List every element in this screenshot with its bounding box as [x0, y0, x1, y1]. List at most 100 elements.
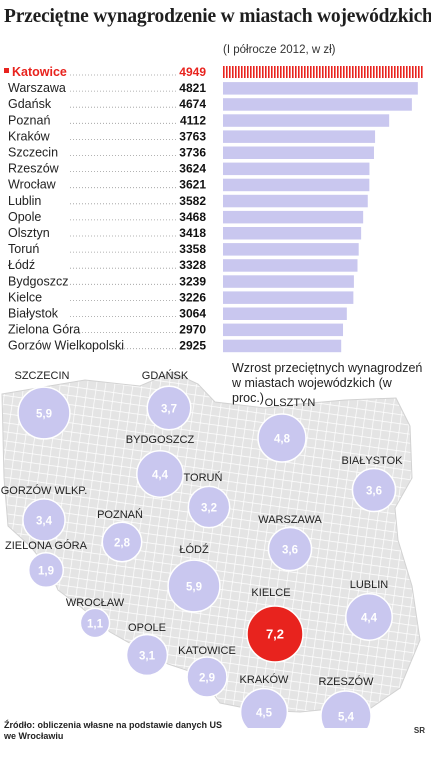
bar-stripe: [361, 66, 363, 78]
bar-stripe: [421, 66, 423, 78]
bubble: [101, 521, 143, 563]
bar-stripe: [256, 66, 258, 78]
bar-stripe: [352, 66, 354, 78]
bar-stripe: [253, 66, 255, 78]
bar: [223, 130, 376, 143]
bar-stripe: [379, 66, 381, 78]
bubble: [267, 526, 313, 572]
city-bubble-group: 2,9 KATOWICE: [178, 645, 236, 698]
bar-stripe: [298, 66, 300, 78]
bar-value-label: 4949: [179, 65, 206, 79]
bar-stripe: [400, 66, 402, 78]
bubble-value-label: 2,9: [199, 673, 215, 685]
city-bubble-group: 4,4 BYDGOSZCZ: [126, 434, 195, 498]
bar-value-label: 3736: [179, 146, 206, 160]
bar: [223, 210, 364, 224]
city-bubble-group: 5,9 ŁÓDŹ: [167, 543, 221, 613]
wage-bar-chart: Katowice 4949 Warszawa 4821 Gdańsk 4674 Poznań…: [4, 65, 423, 353]
city-label: LUBLIN: [350, 579, 389, 591]
bar-value-label: 4112: [180, 113, 206, 127]
bubble-value-label: 3,2: [201, 503, 217, 515]
bar: [223, 146, 374, 159]
bar-stripe: [307, 66, 309, 78]
city-label: OPOLE: [128, 622, 166, 634]
bar-chart-subtitle: (I półrocze 2012, w zł): [223, 44, 336, 56]
city-label: WARSZAWA: [258, 514, 322, 526]
bubble-value-label: 5,9: [36, 409, 52, 421]
bubble: [27, 551, 65, 589]
bar-stripe: [316, 66, 318, 78]
bar-category-label: Kielce: [8, 290, 42, 304]
bar-stripe: [232, 66, 234, 78]
bubble-value-label: 5,9: [186, 582, 202, 594]
bar-category-label: Warszawa: [8, 81, 66, 95]
city-bubble-group: 3,7 GDAŃSK: [142, 369, 192, 431]
bubble-value-label: 3,7: [161, 404, 177, 416]
bar-category-label: Łódź: [8, 258, 35, 272]
bubble-value-label: 3,1: [139, 651, 156, 663]
bar-stripe: [346, 66, 348, 78]
bar-category-label: Olsztyn: [8, 226, 50, 240]
bar-category-label: Opole: [8, 210, 41, 224]
city-label: POZNAŃ: [97, 508, 143, 521]
bar-stripe: [235, 66, 237, 78]
highlight-marker: [4, 68, 9, 73]
city-bubble-group: 5,4 RZESZÓW: [319, 675, 374, 728]
bubble-value-label: 4,4: [361, 613, 378, 625]
city-label: WROCŁAW: [66, 597, 125, 609]
city-label: TORUŃ: [184, 471, 223, 484]
bar-category-label: Białystok: [8, 307, 59, 321]
bar-value-label: 3239: [179, 274, 206, 288]
bar-category-label: Rzeszów: [8, 162, 60, 176]
city-label: KRAKÓW: [240, 673, 290, 686]
bar-stripe: [370, 66, 372, 78]
bar: [223, 178, 370, 192]
bubble-value-label: 3,4: [36, 516, 53, 528]
bar-stripe: [328, 66, 330, 78]
city-bubble-group: 3,6 BIAŁYSTOK: [342, 455, 404, 513]
city-label: BYDGOSZCZ: [126, 434, 195, 446]
bar-category-label: Zielona Góra: [8, 323, 80, 337]
bubble-highlighted: [246, 605, 304, 663]
bar-stripe: [406, 66, 408, 78]
bar: [223, 194, 368, 208]
bar-stripe: [280, 66, 282, 78]
city-label: BIAŁYSTOK: [342, 455, 404, 467]
bar-stripe: [376, 66, 378, 78]
bar-stripe: [325, 66, 327, 78]
bar-category-label: Gorzów Wielkopolski: [8, 339, 124, 353]
bar-stripe: [295, 66, 297, 78]
bar-value-label: 2970: [179, 323, 206, 337]
bar-stripe: [292, 66, 294, 78]
city-bubble-group: 3,1 OPOLE: [125, 622, 169, 677]
bar-stripe: [229, 66, 231, 78]
bar-stripe: [358, 66, 360, 78]
bar-stripe: [226, 66, 228, 78]
bar-stripe: [271, 66, 273, 78]
city-bubble-group: 4,5 KRAKÓW: [240, 673, 290, 728]
bubble: [187, 485, 231, 529]
bar: [223, 291, 354, 304]
bar-value-label: 4821: [179, 81, 206, 95]
bar-stripe: [382, 66, 384, 78]
bar-stripe: [259, 66, 261, 78]
bar-category-label: Wrocław: [8, 178, 57, 192]
bar-stripe: [304, 66, 306, 78]
bar-category-label: Toruń: [8, 242, 39, 256]
bar-value-label: 3226: [179, 290, 206, 304]
bubble-value-label: 5,4: [338, 712, 355, 724]
bar-stripe: [250, 66, 252, 78]
bubble: [167, 559, 221, 613]
bubble: [351, 467, 397, 513]
bar: [223, 227, 362, 240]
city-bubble-group: 4,4 LUBLIN: [345, 579, 393, 641]
bar: [223, 275, 354, 288]
bubble-value-label: 2,8: [114, 538, 131, 550]
credit-mark: SR: [413, 726, 425, 735]
bar-stripe: [244, 66, 246, 78]
bar-stripe: [313, 66, 315, 78]
bar-stripe: [373, 66, 375, 78]
bar-stripe: [301, 66, 303, 78]
city-bubble-group: 4,8 OLSZTYN: [257, 397, 315, 463]
bar-value-label: 3763: [179, 129, 206, 143]
